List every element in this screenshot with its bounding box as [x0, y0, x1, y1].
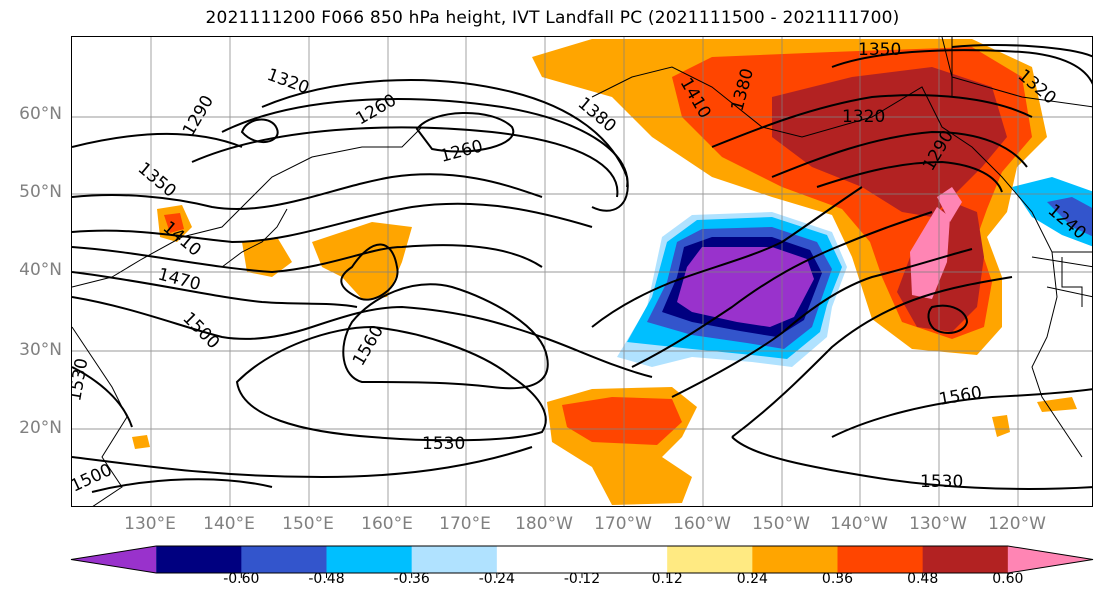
- colorbar-tick-label: 0.12: [651, 571, 683, 587]
- lon-label-120w: 120°W: [988, 514, 1046, 534]
- lat-label-60n: 60°N: [19, 104, 62, 124]
- contour-label-1320a: 1320: [264, 65, 311, 99]
- lon-label-140w: 140°W: [830, 514, 888, 534]
- shade-red-subtrop: [562, 397, 682, 445]
- lon-label-170w: 170°W: [594, 514, 652, 534]
- contour-label-1530c: 1530: [920, 472, 963, 492]
- colorbar-segment: [667, 546, 753, 573]
- coastlines: [72, 37, 1092, 506]
- colorbar: [70, 545, 1094, 578]
- colorbar-tick-label: 0.24: [736, 571, 768, 587]
- shade-orange-pacific: [312, 222, 412, 299]
- colorbar-tick-label: 0.48: [907, 571, 939, 587]
- colorbar-segment: [1007, 546, 1093, 573]
- shade-red-kuril: [164, 213, 184, 233]
- lon-label-130w: 130°W: [909, 514, 967, 534]
- shade-orange-japan: [242, 237, 292, 277]
- colorbar-segment: [837, 546, 924, 573]
- contour-label-1260b: 1260: [438, 136, 485, 167]
- lon-label-130e: 130°E: [124, 514, 176, 534]
- lon-label-180w: 180°W: [515, 514, 573, 534]
- ivt-negative-shading: [617, 177, 1092, 367]
- map-title: 2021111200 F066 850 hPa height, IVT Land…: [205, 8, 900, 28]
- colorbar-tick-label: 0.36: [821, 571, 854, 587]
- colorbar-segment: [156, 546, 242, 573]
- shade-pink-upper: [937, 187, 962, 222]
- colorbar-tick-label: -0.36: [393, 571, 430, 587]
- lat-label-30n: 30°N: [19, 340, 62, 360]
- lat-label-50n: 50°N: [19, 182, 62, 202]
- lon-label-150w: 150°W: [752, 514, 810, 534]
- height-contours: [72, 44, 1092, 493]
- shade-darkred-gulf: [772, 67, 1007, 217]
- ivt-positive-shading: [132, 39, 1077, 505]
- colorbar-segment: [752, 546, 838, 573]
- map-canvas: 1320 1290 1260 1260 1350 1410 1470 1500 …: [72, 37, 1092, 506]
- colorbar-tick-label: -0.60: [223, 571, 260, 587]
- colorbar-segment: [71, 546, 157, 573]
- lat-label-40n: 40°N: [19, 260, 62, 280]
- contour-label-1530a: 1530: [72, 357, 92, 403]
- lon-label-150e: 150°E: [282, 514, 334, 534]
- lon-label-140e: 140°E: [203, 514, 255, 534]
- shade-purple: [677, 247, 814, 327]
- colorbar-tick-label: -0.12: [563, 571, 601, 587]
- map-panel: 1320 1290 1260 1260 1350 1410 1470 1500 …: [71, 36, 1093, 507]
- lon-label-160e: 160°E: [361, 514, 413, 534]
- colorbar-tick-label: 0.60: [992, 571, 1024, 587]
- shade-navy-ne: [1047, 197, 1092, 237]
- shade-orange-hawaii: [992, 415, 1010, 437]
- contour-label-1320b: 1320: [842, 107, 885, 127]
- contour-label-1350b: 1350: [858, 40, 901, 60]
- colorbar-segment: [582, 546, 668, 573]
- contour-label-1290: 1290: [179, 92, 218, 139]
- contour-label-1500a: 1500: [178, 308, 223, 353]
- contour-label-1530b: 1530: [422, 434, 465, 454]
- colorbar-segments: [70, 545, 1094, 578]
- contour-label-1470: 1470: [156, 265, 203, 296]
- contour-label-1260a: 1260: [353, 90, 400, 129]
- colorbar-segment: [241, 546, 327, 573]
- lon-label-170e: 170°E: [439, 514, 491, 534]
- shade-orange-sw: [132, 435, 150, 449]
- shade-pink-core: [910, 207, 950, 299]
- colorbar-tick-label: -0.48: [308, 571, 345, 587]
- colorbar-segment: [922, 546, 1009, 573]
- lon-label-160w: 160°W: [673, 514, 731, 534]
- colorbar-segment: [496, 546, 583, 573]
- contour-label-1560a: 1560: [349, 322, 388, 369]
- shade-orange-baja: [1037, 397, 1077, 412]
- colorbar-tick-label: -0.24: [478, 571, 515, 587]
- lat-label-20n: 20°N: [19, 418, 62, 438]
- contour-label-1560b: 1560: [937, 383, 983, 410]
- colorbar-segment: [411, 546, 498, 573]
- colorbar-outline: [70, 545, 1094, 574]
- colorbar-segment: [326, 546, 413, 573]
